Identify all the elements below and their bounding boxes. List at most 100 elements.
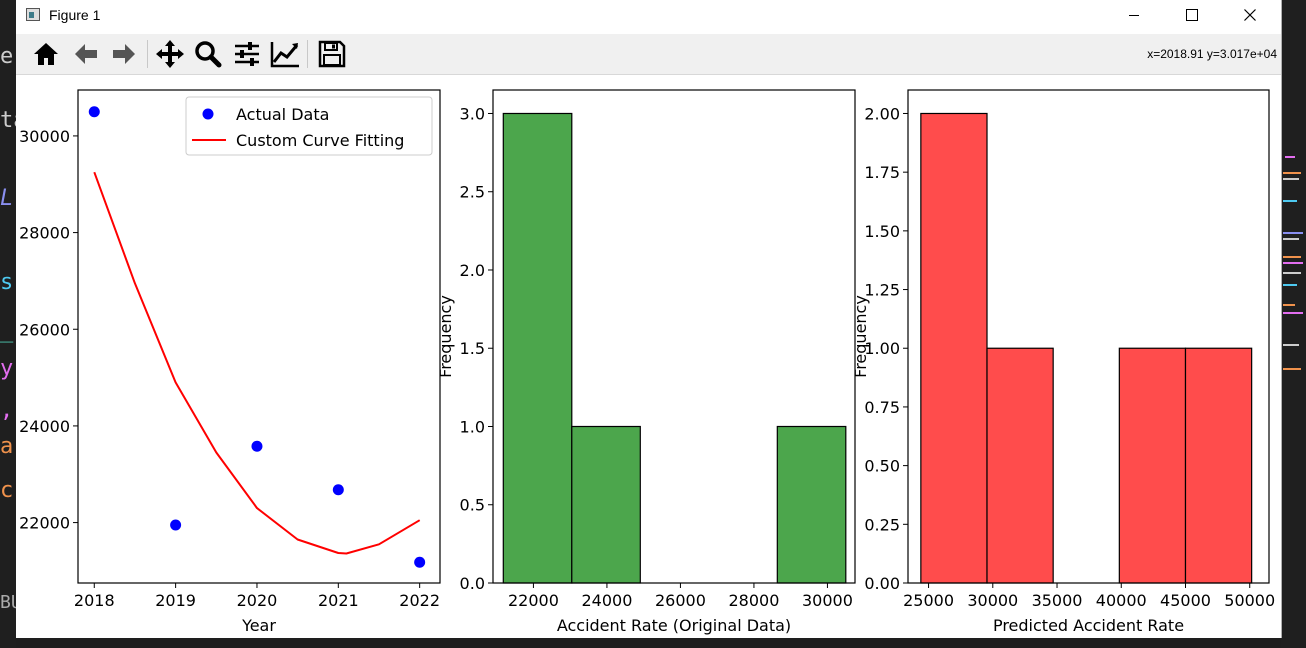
chart-panel-1: 2018 2019 2020 2021 2022 22000 24000 26000 28000… bbox=[19, 89, 441, 635]
x-axis-label: Year bbox=[241, 616, 276, 635]
fitted-curve-line bbox=[93, 171, 421, 555]
legend-label: Custom Curve Fitting bbox=[236, 131, 404, 150]
x-tick-label: 2019 bbox=[155, 591, 196, 610]
chart-panel-2: 22000 24000 26000 28000 30000 0.0 0.5 1.0 1.5 2.0… bbox=[436, 89, 856, 635]
data-point bbox=[332, 484, 344, 496]
histogram-bar bbox=[1184, 347, 1253, 584]
x-tick-label: 50000 bbox=[1224, 591, 1275, 610]
x-tick-label: 22000 bbox=[508, 591, 559, 610]
y-tick-label: 0.25 bbox=[864, 515, 900, 534]
y-tick-label: 1.00 bbox=[864, 339, 900, 358]
background-text-fragment: , bbox=[0, 398, 14, 423]
y-tick-label: 28000 bbox=[19, 224, 70, 243]
edit-axis-icon bbox=[270, 42, 299, 68]
forward-icon bbox=[113, 44, 135, 64]
x-tick-label: 2018 bbox=[74, 591, 115, 610]
y-tick-label: 3.0 bbox=[460, 104, 485, 123]
minimize-button[interactable] bbox=[1106, 0, 1162, 30]
y-tick-label: 1.25 bbox=[864, 281, 900, 300]
x-tick-label: 2021 bbox=[318, 591, 359, 610]
edit-axis-button[interactable] bbox=[269, 38, 301, 70]
data-point bbox=[414, 556, 426, 568]
back-button[interactable] bbox=[70, 38, 102, 70]
y-tick-label: 0.0 bbox=[460, 574, 485, 593]
background-text-fragment: BU bbox=[0, 592, 16, 613]
axes-frame bbox=[77, 89, 441, 584]
save-button[interactable] bbox=[316, 38, 348, 70]
y-axis-label: Frequency bbox=[436, 295, 455, 378]
data-point bbox=[251, 440, 263, 452]
x-tick-label: 35000 bbox=[1032, 591, 1083, 610]
pan-button[interactable] bbox=[154, 38, 186, 70]
y-tick-label: 2.0 bbox=[460, 261, 485, 280]
background-editor-minimap bbox=[1281, 0, 1306, 648]
background-text-fragment: _ bbox=[0, 318, 14, 343]
window-title: Figure 1 bbox=[49, 7, 101, 23]
minimize-icon bbox=[1129, 15, 1139, 16]
background-editor-edge: e ta L s _ y , a c BU bbox=[0, 0, 16, 648]
histogram-bar bbox=[1118, 347, 1187, 584]
y-tick-label: 0.50 bbox=[864, 457, 900, 476]
configure-subplots-icon bbox=[235, 42, 259, 66]
y-tick-label: 22000 bbox=[19, 514, 70, 533]
cursor-coordinates: x=2018.91 y=3.017e+04 bbox=[1147, 47, 1277, 61]
x-tick-label: 25000 bbox=[903, 591, 954, 610]
y-tick-label: 2.00 bbox=[864, 104, 900, 123]
zoom-button[interactable] bbox=[192, 38, 224, 70]
y-tick-label: 30000 bbox=[19, 127, 70, 146]
x-tick-label: 2022 bbox=[399, 591, 440, 610]
background-text-fragment: ta bbox=[0, 108, 16, 133]
background-text-fragment: c bbox=[0, 478, 14, 503]
x-tick-label: 30000 bbox=[802, 591, 853, 610]
figure-canvas[interactable]: 2018 2019 2020 2021 2022 22000 24000 26000 28000… bbox=[16, 75, 1281, 638]
zoom-icon bbox=[195, 41, 222, 68]
y-tick-label: 24000 bbox=[19, 417, 70, 436]
chart-panel-3: 25000 30000 35000 40000 45000 50000 0.00 0.25 0.… bbox=[851, 89, 1275, 635]
x-tick-label: 28000 bbox=[728, 591, 779, 610]
y-tick-label: 1.50 bbox=[864, 222, 900, 241]
save-icon bbox=[318, 40, 346, 68]
forward-button[interactable] bbox=[108, 38, 140, 70]
y-axis-label: Frequency bbox=[851, 295, 870, 378]
data-point bbox=[170, 519, 182, 531]
x-tick-label: 2020 bbox=[237, 591, 278, 610]
y-tick-label: 0.5 bbox=[460, 496, 485, 515]
configure-subplots-button[interactable] bbox=[231, 38, 263, 70]
y-tick-label: 1.75 bbox=[864, 163, 900, 182]
legend: Actual Data Custom Curve Fitting bbox=[185, 96, 433, 156]
x-tick-label: 26000 bbox=[655, 591, 706, 610]
x-tick-label: 24000 bbox=[581, 591, 632, 610]
background-text-fragment: a bbox=[0, 434, 14, 459]
histogram-bar bbox=[986, 347, 1054, 584]
y-tick-label: 0.75 bbox=[864, 398, 900, 417]
background-text-fragment: y bbox=[0, 356, 14, 381]
background-text-fragment: L bbox=[0, 186, 14, 211]
navigation-toolbar: x=2018.91 y=3.017e+04 bbox=[16, 34, 1281, 75]
close-icon bbox=[1244, 9, 1256, 21]
x-tick-label: 40000 bbox=[1096, 591, 1147, 610]
histogram-bar bbox=[920, 112, 988, 584]
maximize-button[interactable] bbox=[1164, 0, 1220, 30]
axes-frame bbox=[492, 89, 856, 584]
legend-marker bbox=[202, 108, 214, 120]
y-tick-label: 2.5 bbox=[460, 183, 485, 202]
histogram-bar bbox=[571, 425, 641, 584]
close-button[interactable] bbox=[1222, 0, 1278, 30]
toolbar-separator bbox=[147, 40, 148, 68]
x-axis-label: Predicted Accident Rate bbox=[993, 616, 1184, 635]
data-point bbox=[88, 106, 100, 118]
y-tick-label: 26000 bbox=[19, 320, 70, 339]
legend-box bbox=[185, 96, 433, 156]
histogram-bar bbox=[502, 112, 573, 584]
axes-frame bbox=[907, 89, 1270, 584]
home-icon bbox=[34, 43, 58, 65]
figure-app-icon bbox=[26, 8, 40, 21]
y-tick-label: 0.00 bbox=[864, 574, 900, 593]
pan-icon bbox=[156, 40, 184, 68]
x-tick-label: 45000 bbox=[1160, 591, 1211, 610]
maximize-icon bbox=[1186, 9, 1198, 21]
x-tick-label: 30000 bbox=[967, 591, 1018, 610]
home-button[interactable] bbox=[30, 38, 62, 70]
title-bar[interactable]: Figure 1 bbox=[16, 0, 1281, 32]
legend-label: Actual Data bbox=[236, 105, 329, 124]
